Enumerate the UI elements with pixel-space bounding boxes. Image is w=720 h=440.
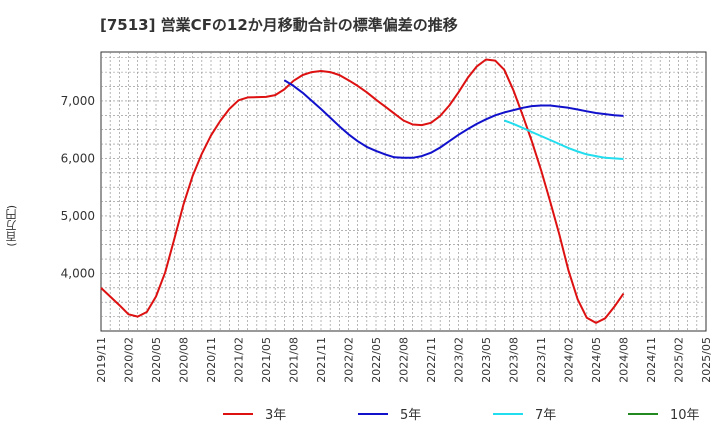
x-tick-label: 2024/08 <box>618 337 631 383</box>
y-tick-label: 7,000 <box>61 94 95 108</box>
x-tick-label: 2022/11 <box>425 337 438 383</box>
x-tick-label: 2023/11 <box>535 337 548 383</box>
x-tick-label: 2025/05 <box>700 337 713 383</box>
series-line <box>100 58 625 324</box>
chart-title: [7513] 営業CFの12か月移動合計の標準偏差の推移 <box>100 16 458 34</box>
x-tick-label: 2020/08 <box>178 337 191 383</box>
legend-label: 3年 <box>265 408 286 423</box>
x-tick-label: 2021/11 <box>315 337 328 383</box>
x-tick-labels: 2019/11 2020/02 2020/05 2020/08 2020/11 2021/… <box>95 337 713 383</box>
y-tick-label: 4,000 <box>61 266 95 280</box>
x-tick-label: 2021/05 <box>260 337 273 383</box>
y-tick-label: 5,000 <box>61 209 95 223</box>
x-tick-label: 2020/02 <box>123 337 136 383</box>
x-tick-label: 2023/08 <box>508 337 521 383</box>
x-tick-label: 2019/11 <box>95 337 108 383</box>
legend-label: 5年 <box>400 408 421 423</box>
x-tick-label: 2021/08 <box>288 337 301 383</box>
x-tick-label: 2025/02 <box>673 337 686 383</box>
x-tick-label: 2021/02 <box>233 337 246 383</box>
x-tick-label: 2024/11 <box>645 337 658 383</box>
series-lines <box>100 58 625 324</box>
x-tick-label: 2022/02 <box>343 337 356 383</box>
x-tick-label: 2020/05 <box>150 337 163 383</box>
y-tick-labels: 4,000 5,000 6,000 7,000 <box>61 94 95 281</box>
series-line <box>503 119 624 160</box>
legend-label: 10年 <box>670 408 700 423</box>
series-line <box>283 79 624 159</box>
x-tick-label: 2022/05 <box>370 337 383 383</box>
legend-label: 7年 <box>535 408 556 423</box>
legend: 3年 5年 7年 10年 <box>223 408 700 423</box>
grid <box>101 52 706 331</box>
x-tick-label: 2023/05 <box>480 337 493 383</box>
x-tick-label: 2024/02 <box>563 337 576 383</box>
x-tick-label: 2022/08 <box>398 337 411 383</box>
y-tick-label: 6,000 <box>61 151 95 165</box>
x-tick-label: 2023/02 <box>453 337 466 383</box>
x-tick-label: 2020/11 <box>205 337 218 383</box>
x-tick-label: 2024/05 <box>590 337 603 383</box>
